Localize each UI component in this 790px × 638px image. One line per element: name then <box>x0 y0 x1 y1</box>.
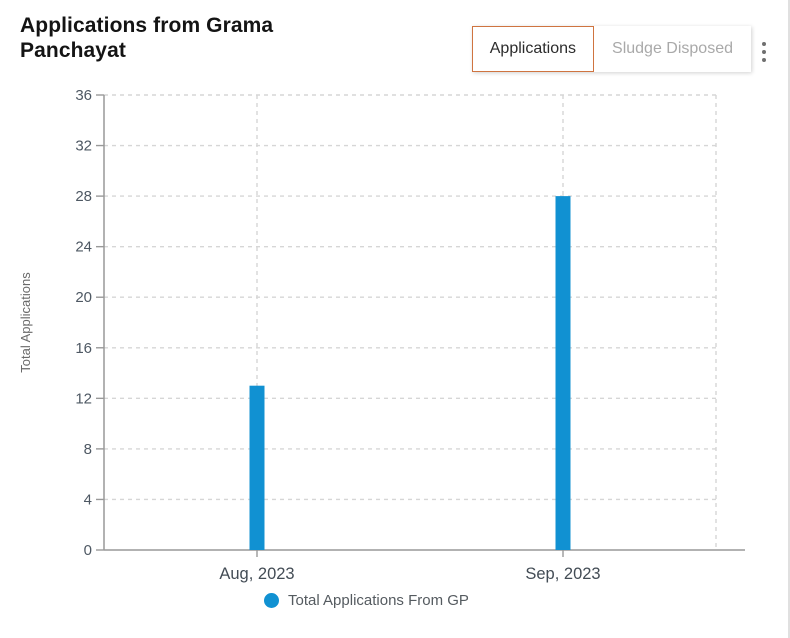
tab-sludge-disposed[interactable]: Sludge Disposed <box>594 26 751 72</box>
bar-Sep, 2023[interactable] <box>555 196 571 550</box>
header-controls: Applications Sludge Disposed <box>471 26 770 72</box>
tab-applications[interactable]: Applications <box>471 26 595 72</box>
y-tick-label: 16 <box>75 340 92 357</box>
y-tick-label: 36 <box>75 88 92 104</box>
tab-strip: Applications Sludge Disposed <box>471 26 751 72</box>
y-tick-label: 20 <box>75 289 92 306</box>
kebab-menu-icon[interactable] <box>758 34 770 70</box>
legend-label: Total Applications From GP <box>288 592 469 609</box>
y-tick-label: 8 <box>84 441 92 458</box>
x-tick-label: Sep, 2023 <box>525 565 600 583</box>
bar-Aug, 2023[interactable] <box>249 385 265 550</box>
y-tick-label: 28 <box>75 188 92 205</box>
y-tick-label: 0 <box>84 542 92 559</box>
chart-area: 0 4 8 12 16 20 24 28 32 36 Aug, 2023 Sep, 2023 Total… <box>0 87 790 590</box>
x-tick-label: Aug, 2023 <box>219 565 294 583</box>
bar-chart: 0 4 8 12 16 20 24 28 32 36 Aug, 2023 Sep, 2023 Total… <box>18 87 745 583</box>
y-tick-label: 4 <box>84 491 92 508</box>
chart-title: Applications from Grama Panchayat <box>20 14 274 62</box>
legend[interactable]: Total Applications From GP <box>0 592 733 609</box>
y-tick-label: 24 <box>75 239 92 256</box>
legend-marker-icon <box>264 593 280 608</box>
y-tick-label: 32 <box>75 138 92 155</box>
y-tick-label: 12 <box>75 390 92 407</box>
y-axis-title: Total Applications <box>18 272 33 373</box>
card-header: Applications from Grama Panchayat Applic… <box>0 0 788 88</box>
